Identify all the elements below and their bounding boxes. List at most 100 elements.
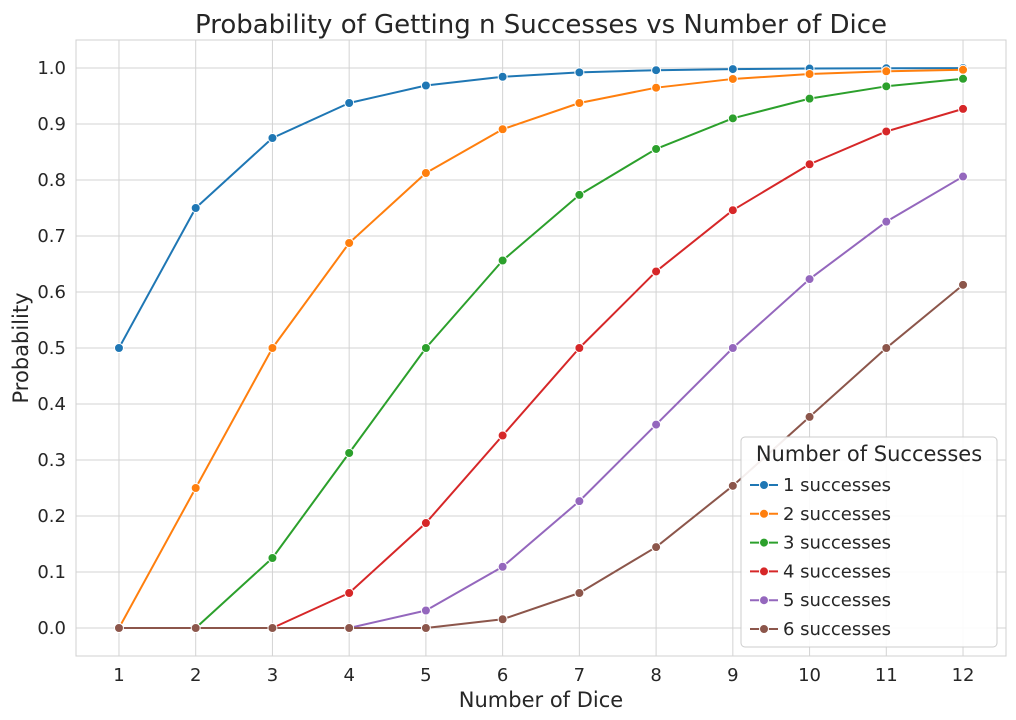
data-point	[574, 67, 585, 78]
data-point	[804, 274, 815, 285]
data-point	[267, 623, 278, 633]
data-point	[497, 561, 508, 572]
chart-title: Probability of Getting n Successes vs Nu…	[195, 10, 887, 40]
data-point	[958, 171, 969, 182]
data-point	[574, 343, 585, 353]
legend-marker	[759, 480, 769, 490]
y-tick-label: 0.7	[37, 226, 66, 247]
data-point	[881, 216, 892, 227]
y-tick-label: 0.3	[37, 450, 66, 471]
series-1	[113, 63, 969, 353]
legend-item: 5 successes	[750, 590, 891, 611]
x-tick-label: 3	[267, 665, 278, 686]
y-tick-label: 0.9	[37, 114, 66, 135]
x-tick-label: 8	[650, 665, 661, 686]
legend-item: 6 successes	[750, 619, 891, 640]
series-2	[113, 64, 969, 633]
series-3	[113, 73, 969, 633]
legend-box	[740, 436, 998, 648]
x-tick-label: 2	[190, 665, 201, 686]
series-line	[118, 68, 964, 629]
y-tick-label: 0.6	[37, 282, 66, 303]
data-point	[344, 623, 355, 633]
data-point	[651, 419, 662, 430]
data-point	[958, 73, 969, 84]
x-tick-label: 9	[727, 665, 738, 686]
data-point	[344, 98, 355, 108]
data-point	[958, 64, 969, 75]
data-point	[881, 126, 892, 137]
data-point	[804, 93, 815, 104]
data-point	[881, 66, 892, 77]
x-tick-label: 7	[574, 665, 585, 686]
data-point	[113, 343, 124, 353]
data-point	[881, 81, 892, 92]
legend-label: 6 successes	[783, 619, 891, 640]
data-point	[651, 143, 662, 154]
data-point	[574, 98, 585, 108]
legend-items: 1 successes 2 successes 3 successes 4 succe…	[750, 475, 891, 640]
y-tick-label: 0.8	[37, 170, 66, 191]
x-tick-label: 1	[113, 665, 124, 686]
series-6	[113, 279, 969, 633]
data-point	[420, 518, 431, 528]
data-point	[113, 623, 124, 633]
data-point	[727, 480, 738, 491]
x-tick-label: 10	[798, 665, 821, 686]
data-point	[420, 605, 431, 616]
y-tick-label: 0.4	[37, 394, 66, 415]
data-point	[958, 103, 969, 114]
y-axis-title: Probability	[9, 292, 33, 403]
data-point	[727, 343, 738, 353]
data-point	[804, 159, 815, 170]
legend: Number of Successes 1 successes 2 success…	[740, 436, 998, 648]
data-point	[420, 168, 431, 178]
legend-label: 3 successes	[783, 533, 891, 554]
y-tick-label: 1.0	[37, 58, 66, 79]
legend-label: 1 successes	[783, 475, 891, 496]
series-line	[118, 67, 964, 349]
x-tick-label: 12	[952, 665, 975, 686]
legend-title: Number of Successes	[756, 442, 982, 466]
x-axis-ticks: 1 2 3 4 5 6 7 8 9 10 11 12	[113, 665, 974, 686]
data-point	[267, 343, 278, 353]
data-point	[267, 553, 278, 563]
data-point	[190, 203, 201, 213]
data-point	[190, 623, 201, 633]
y-tick-label: 0.2	[37, 506, 66, 527]
data-point	[344, 588, 355, 598]
data-point	[420, 80, 431, 91]
legend-item: 2 successes	[750, 504, 891, 525]
legend-marker	[759, 595, 769, 606]
legend-marker	[759, 537, 769, 548]
data-point	[344, 238, 355, 248]
x-tick-label: 6	[497, 665, 508, 686]
data-point	[497, 71, 508, 82]
data-point	[727, 73, 738, 84]
series-layer	[113, 63, 969, 633]
series-line	[118, 284, 964, 629]
data-point	[574, 496, 585, 507]
data-point	[804, 411, 815, 422]
data-point	[727, 113, 738, 124]
data-point	[267, 133, 278, 143]
x-axis-title: Number of Dice	[459, 688, 623, 712]
legend-item: 4 successes	[750, 561, 891, 582]
legend-marker	[759, 624, 769, 634]
data-point	[497, 124, 508, 135]
data-point	[574, 189, 585, 200]
y-tick-label: 0.5	[37, 338, 66, 359]
y-axis-ticks: 0.0 0.1 0.2 0.3 0.4 0.5 0.6 0.7 0.8 0.9 1.0	[37, 58, 66, 639]
legend-marker	[759, 508, 769, 519]
data-point	[497, 430, 508, 441]
data-point	[958, 279, 969, 290]
series-line	[118, 77, 964, 629]
data-point	[804, 69, 815, 80]
data-point	[497, 255, 508, 266]
data-point	[420, 343, 431, 353]
x-tick-label: 5	[420, 665, 431, 686]
legend-label: 4 successes	[783, 561, 891, 582]
x-tick-label: 11	[875, 665, 898, 686]
data-point	[651, 542, 662, 553]
